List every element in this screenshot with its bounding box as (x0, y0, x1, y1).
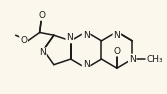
Text: N: N (83, 31, 90, 40)
Text: O: O (20, 36, 27, 45)
Text: CH₃: CH₃ (147, 55, 164, 64)
Text: O: O (38, 11, 45, 20)
Text: N: N (83, 60, 90, 69)
Text: O: O (113, 47, 120, 56)
Text: N: N (114, 31, 120, 40)
Text: N: N (129, 55, 136, 64)
Text: N: N (66, 33, 73, 42)
Text: N: N (39, 48, 46, 57)
